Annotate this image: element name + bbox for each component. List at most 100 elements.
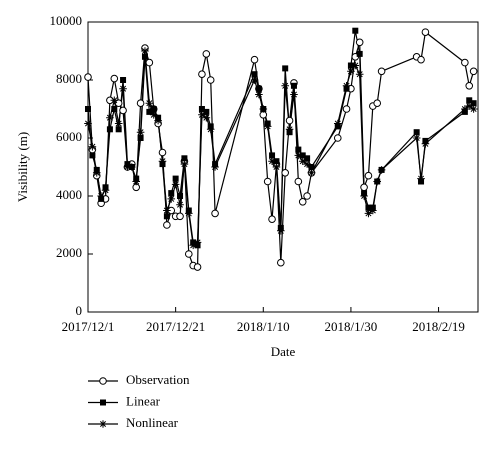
data-point [373, 99, 382, 107]
data-point [203, 108, 210, 115]
data-point [356, 50, 363, 57]
data-point [364, 209, 373, 218]
data-point [413, 129, 420, 136]
data-point [421, 28, 430, 36]
data-point [377, 67, 386, 76]
data-point [417, 174, 425, 183]
data-point [167, 195, 176, 203]
data-point [184, 209, 193, 218]
data-point [193, 238, 202, 247]
data-point [150, 106, 157, 112]
data-point [351, 61, 360, 70]
data-point [307, 169, 316, 177]
x-axis-label: Date [271, 344, 296, 359]
data-point [119, 106, 127, 115]
data-point [198, 106, 205, 112]
data-point [281, 82, 289, 90]
data-point [250, 76, 259, 84]
data-point [172, 175, 179, 182]
data-point [347, 67, 355, 76]
data-point [466, 97, 473, 104]
legend-marker [100, 399, 106, 406]
data-point [421, 140, 430, 148]
data-point [333, 134, 342, 142]
data-point [303, 192, 311, 200]
data-point [285, 116, 294, 125]
data-point [211, 163, 219, 171]
legend-marker [99, 420, 107, 428]
data-point [417, 55, 425, 64]
data-point [355, 70, 364, 78]
data-point [198, 111, 206, 119]
data-point [461, 58, 469, 67]
data-point [470, 100, 477, 107]
data-point [106, 113, 114, 122]
data-point [285, 125, 294, 134]
data-point [333, 119, 342, 128]
data-point [176, 200, 184, 209]
data-point [88, 142, 97, 151]
data-point [171, 180, 180, 189]
data-point [198, 70, 206, 78]
data-point [136, 128, 145, 136]
data-point [298, 157, 307, 165]
data-point [132, 177, 141, 186]
data-point [250, 55, 259, 64]
data-point [469, 105, 478, 113]
data-point [469, 67, 478, 76]
data-point [163, 206, 171, 215]
series-line [87, 50, 474, 247]
data-point [110, 96, 119, 105]
legend-label: Observation [126, 372, 190, 387]
data-point [465, 102, 474, 110]
data-point [115, 126, 122, 133]
data-point [136, 99, 145, 107]
y-tick-label: 2000 [56, 245, 82, 260]
data-point [298, 198, 307, 206]
data-point [123, 163, 132, 171]
data-point [120, 77, 127, 83]
data-point [273, 158, 280, 165]
data-point [176, 212, 184, 221]
data-point [277, 227, 285, 235]
data-point [282, 65, 289, 72]
data-point [290, 82, 297, 89]
data-point [202, 50, 211, 58]
data-point [272, 163, 281, 171]
data-point [342, 82, 351, 90]
data-point [347, 62, 354, 69]
x-tick-label: 2018/1/30 [325, 319, 378, 334]
y-axis-label: Visibility (m) [15, 132, 30, 202]
data-point [360, 192, 368, 200]
data-point [84, 73, 92, 81]
x-tick-label: 2018/2/19 [412, 319, 465, 334]
data-point [373, 177, 382, 186]
y-tick-label: 6000 [56, 129, 82, 144]
data-point [277, 258, 285, 267]
data-point [111, 106, 118, 112]
data-point [268, 157, 276, 165]
x-tick-label: 2018/1/10 [237, 319, 290, 334]
data-point [461, 105, 469, 113]
data-point [206, 76, 215, 84]
data-point [85, 106, 91, 112]
data-point [141, 47, 149, 55]
data-point [168, 190, 175, 197]
data-point [281, 169, 289, 177]
data-point [128, 163, 136, 171]
y-tick-label: 4000 [56, 187, 82, 202]
data-point [101, 186, 110, 194]
data-point [106, 126, 113, 133]
data-point [145, 99, 154, 107]
y-tick-label: 8000 [56, 71, 82, 86]
data-point [163, 221, 171, 229]
data-point [295, 146, 302, 153]
data-point [114, 119, 123, 128]
data-point [146, 108, 153, 115]
data-point [294, 177, 303, 186]
data-point [263, 122, 272, 131]
data-point [180, 160, 189, 168]
data-point [360, 183, 368, 192]
data-point [110, 74, 119, 83]
data-point [342, 105, 351, 113]
